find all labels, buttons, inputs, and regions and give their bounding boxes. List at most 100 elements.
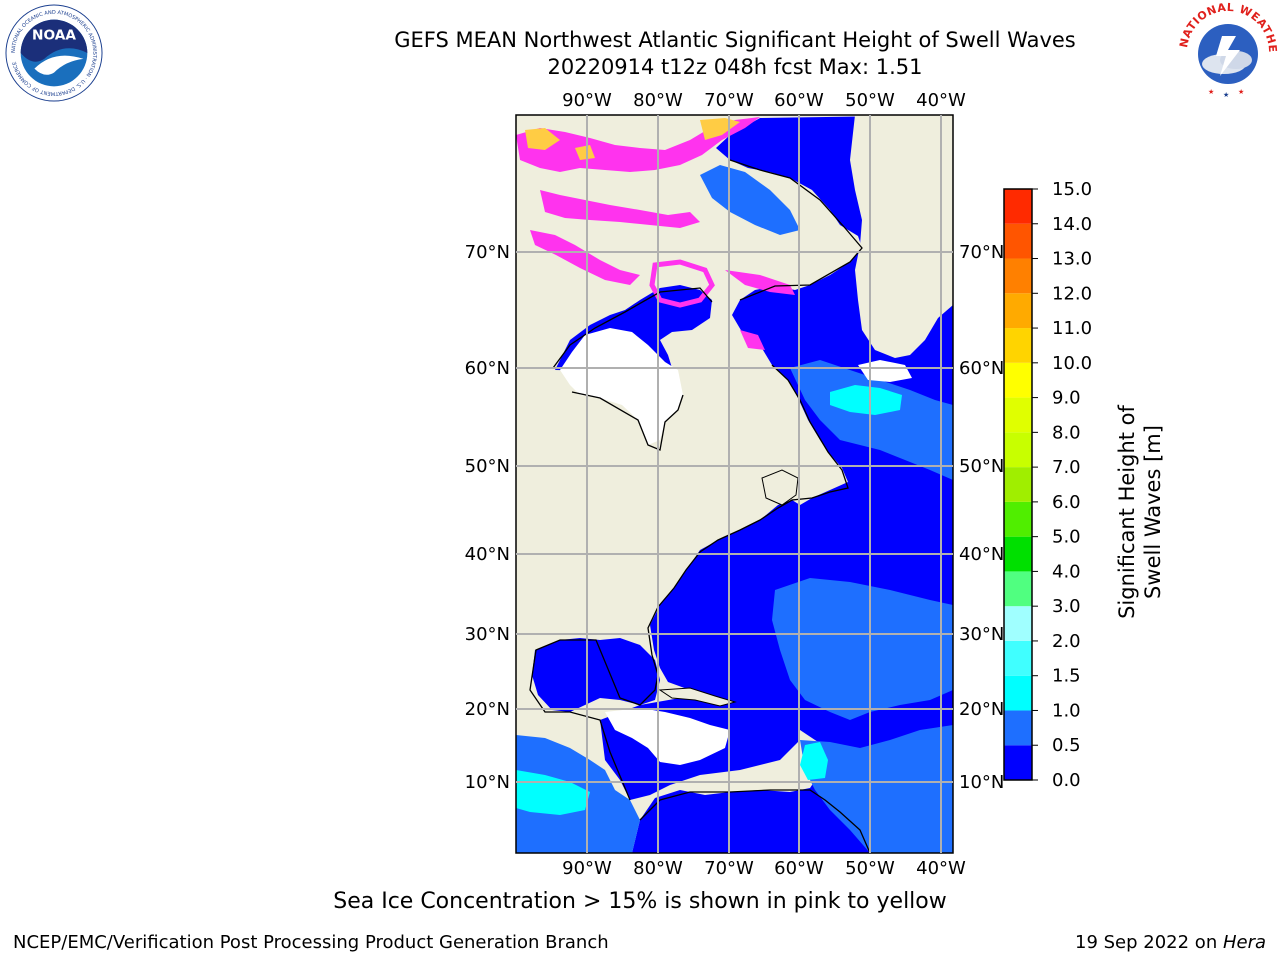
lon-tick-label-top: 90°W [562,90,612,111]
lon-tick-label-top: 50°W [845,90,895,111]
lat-tick-label-left: 30°N [465,624,510,645]
colorbar-segment [1004,640,1032,676]
colorbar-segment [1004,293,1032,329]
lon-tick-label-bottom: 60°W [774,858,824,879]
swell-zone-mid-4 [700,165,800,235]
lon-tick-label-bottom: 70°W [704,858,754,879]
colorbar-segment [1004,397,1032,433]
colorbar-tick-label: 0.0 [1052,770,1081,791]
svg-text:★: ★ [1238,88,1244,96]
colorbar-tick-label: 12.0 [1052,283,1092,304]
lat-tick-label-right: 20°N [959,699,1004,720]
lat-tick-label-right: 60°N [959,358,1004,379]
lon-tick-label-top: 60°W [774,90,824,111]
map-subtitle: 20220914 t12z 048h fcst Max: 1.51 [547,55,923,79]
lat-tick-label-right: 40°N [959,544,1004,565]
swell-zone-mid-2 [800,725,953,853]
colorbar-label: Significant Height of Swell Waves [m] [1115,405,1165,619]
colorbar-segment [1004,467,1032,502]
graticule [516,115,953,853]
colorbar-segment [1004,571,1032,607]
lat-tick-label-left: 40°N [465,544,510,565]
lon-tick-label-bottom: 90°W [562,858,612,879]
footer-credit: NCEP/EMC/Verification Post Processing Pr… [13,932,609,953]
lon-tick-label-bottom: 40°W [916,858,966,879]
colorbar-tick-label: 6.0 [1052,492,1081,513]
colorbar-tick-label: 11.0 [1052,318,1092,339]
newfoundland [761,469,799,506]
lon-labels-bottom: 90°W 80°W 70°W 60°W 50°W 40°W [562,858,966,879]
sea-ice-thick [525,118,740,160]
lat-tick-label-left: 60°N [465,358,510,379]
colorbar-segment [1004,328,1032,363]
svg-text:★: ★ [1223,91,1229,99]
lat-tick-label-right: 10°N [959,772,1004,793]
coastline [529,159,871,853]
lat-tick-label-left: 50°N [465,456,510,477]
greenland [850,115,953,358]
colorbar-tick-label: 5.0 [1052,527,1081,548]
colorbar-segment [1004,536,1032,572]
map-area [516,115,953,853]
lat-labels-left: 70°N 60°N 50°N 40°N 30°N 20°N 10°N [465,242,510,793]
colorbar-tick-label: 15.0 [1052,179,1092,200]
lon-tick-label-bottom: 50°W [845,858,895,879]
ocean-gulf-of-mexico [532,638,660,712]
swell-zone-high-1 [830,385,902,415]
lat-tick-label-right: 70°N [959,242,1004,263]
colorbar-tick-label: 4.0 [1052,561,1081,582]
caribbean-nodata [605,708,730,765]
colorbar-segment [1004,432,1032,468]
colorbar: 0.0 0.5 1.0 1.5 2.0 3.0 4.0 5.0 6.0 7.0 8.0 9.0 10.0… [1003,179,1092,791]
lat-tick-label-left: 70°N [465,242,510,263]
colorbar-segment [1004,501,1032,537]
lat-tick-label-left: 10°N [465,772,510,793]
map-title: GEFS MEAN Northwest Atlantic Significant… [394,28,1076,52]
colorbar-frame [1003,188,1033,781]
footer-date-text: 19 Sep 2022 on [1075,932,1223,953]
noaa-logo-text: NOAA [32,27,76,43]
colorbar-segment [1004,258,1032,294]
colorbar-tick-label: 1.5 [1052,666,1081,687]
svg-text:★: ★ [1208,88,1214,96]
colorbar-segment [1004,362,1032,398]
nws-logo: NATIONAL WEATHER SERVICE ★ ★ ★ [1178,2,1278,100]
lon-tick-label-bottom: 80°W [633,858,683,879]
colorbar-segment [1004,189,1032,224]
colorbar-tick-label: 14.0 [1052,214,1092,235]
swell-zone-mid-3 [790,360,953,480]
swell-zone-high-2 [800,742,828,780]
colorbar-tick-label: 2.0 [1052,631,1081,652]
colorbar-tick-label: 0.5 [1052,735,1081,756]
colorbar-tick-label: 10.0 [1052,353,1092,374]
colorbar-segment [1004,223,1032,259]
colorbar-segment [1004,606,1032,641]
lon-tick-label-top: 40°W [916,90,966,111]
iceland-nodata [858,360,912,382]
colorbar-tick-label: 1.0 [1052,700,1081,721]
lon-tick-label-top: 80°W [633,90,683,111]
hudson-bay-nodata [560,328,683,445]
lat-tick-label-right: 30°N [959,624,1004,645]
colorbar-tick-label: 8.0 [1052,422,1081,443]
lat-labels-right: 70°N 60°N 50°N 40°N 30°N 20°N 10°N [959,242,1004,793]
lon-labels-top: 90°W 80°W 70°W 60°W 50°W 40°W [562,90,966,111]
colorbar-tick-label: 7.0 [1052,457,1081,478]
lat-tick-label-right: 50°N [959,456,1004,477]
colorbar-segment [1004,675,1032,711]
sea-ice-note: Sea Ice Concentration > 15% is shown in … [333,889,947,914]
colorbar-segment [1004,710,1032,746]
colorbar-segment [1004,745,1032,780]
colorbar-tick-label: 13.0 [1052,249,1092,270]
map-frame [515,114,954,854]
footer-machine: Hera [1222,932,1266,953]
noaa-logo: NOAA NATIONAL OCEANIC AND ATMOSPHERIC AD… [5,4,103,102]
sea-ice [516,117,795,350]
lon-tick-label-top: 70°W [704,90,754,111]
footer-date: 19 Sep 2022 on Hera [1075,932,1266,953]
colorbar-tick-label: 9.0 [1052,388,1081,409]
swell-zone-mid-1 [772,578,953,720]
cuba [658,687,737,707]
lat-tick-label-left: 20°N [465,699,510,720]
